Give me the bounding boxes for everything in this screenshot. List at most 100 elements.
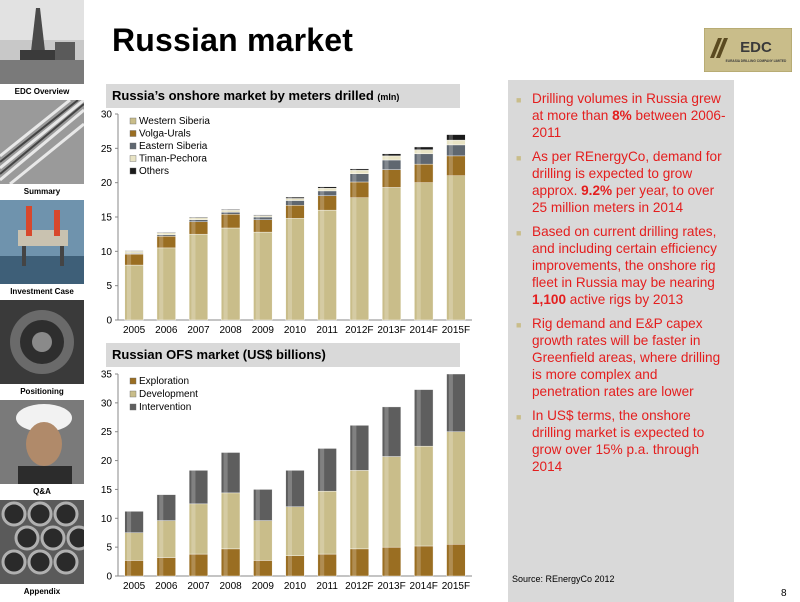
meters-drilled-chart: 0 5 10 15 20 25 30 2005 2006 2007 2008 2009 2010 2011… (101, 110, 472, 336)
bar-highlight (223, 210, 228, 213)
bar-highlight (448, 144, 453, 156)
drill-bit-photo (0, 300, 84, 384)
bar-highlight (352, 425, 357, 471)
bullet-marker-icon: ■ (516, 412, 522, 422)
legend-label: Intervention (139, 402, 191, 413)
x-tick-label: 2007 (187, 581, 210, 592)
bullet-marker-icon: ■ (516, 95, 522, 105)
x-tick-label: 2006 (155, 325, 178, 336)
bar-highlight (384, 406, 389, 457)
legend-swatch (129, 377, 137, 385)
bar-highlight (159, 494, 164, 521)
ofs-market-chart: 0 5 10 15 20 25 30 35 2005 2006 2007 2008 2009 2010 20… (101, 370, 472, 592)
legend-label: Others (139, 166, 169, 177)
bar-highlight (255, 215, 260, 217)
bar-segment (253, 489, 273, 521)
x-tick-label: 2015F (442, 581, 470, 592)
key-point-item: ■ Based on current drilling rates, and in… (516, 223, 726, 308)
legend-swatch (129, 403, 137, 411)
legend-swatch (129, 167, 137, 175)
pipe-rack-photo (0, 100, 84, 184)
bar-segment (156, 494, 176, 521)
bar-highlight (126, 532, 132, 561)
bar-highlight (320, 190, 325, 196)
bullet-marker-icon: ■ (516, 153, 522, 163)
bar-highlight (159, 557, 164, 576)
bar-highlight (287, 198, 293, 201)
bar-highlight (191, 234, 196, 320)
x-tick-label: 2008 (220, 325, 243, 336)
bar-highlight (287, 197, 293, 199)
y-tick-label: 5 (106, 543, 112, 554)
x-tick-label: 2014F (410, 581, 438, 592)
bullet-marker-icon: ■ (516, 320, 522, 330)
legend-label: Volga-Urals (139, 129, 191, 140)
x-tick-label: 2006 (155, 581, 178, 592)
x-tick-label: 2011 (316, 581, 338, 592)
bar-segment (414, 389, 434, 447)
key-point-text: active rigs by 2013 (566, 292, 684, 307)
y-tick-label: 0 (106, 316, 112, 327)
bar-highlight (223, 214, 228, 228)
bar-highlight (352, 170, 357, 174)
bar-segment (188, 470, 208, 505)
y-tick-label: 25 (101, 427, 113, 438)
bar-highlight (255, 489, 260, 521)
sidebar-item-edc-overview[interactable]: EDC Overview (0, 0, 84, 100)
bar-highlight (320, 448, 325, 492)
bar-highlight (416, 153, 421, 165)
y-tick-label: 15 (101, 213, 113, 224)
sidebar-item-summary[interactable]: Summary (0, 100, 84, 200)
bar-highlight (287, 200, 293, 206)
x-tick-label: 2007 (187, 325, 210, 336)
bar-highlight (126, 251, 132, 254)
x-tick-label: 2013F (377, 325, 405, 336)
bar-segment (253, 214, 273, 216)
legend-label: Eastern Siberia (139, 141, 208, 152)
key-point-highlight: 8% (612, 108, 632, 123)
bar-highlight (126, 250, 132, 252)
x-tick-label: 2010 (284, 325, 307, 336)
y-tick-label: 30 (101, 398, 113, 409)
y-tick-label: 25 (101, 144, 113, 155)
bar-highlight (352, 548, 357, 576)
sidebar-item-investment-case[interactable]: Investment Case (0, 200, 84, 300)
bar-highlight (320, 554, 325, 576)
bar-highlight (384, 153, 389, 156)
logo-subtitle: EURASIA DRILLING COMPANY LIMITED (726, 59, 787, 63)
legend-swatch (129, 117, 137, 125)
bar-highlight (384, 169, 389, 188)
bar-segment (285, 470, 305, 507)
y-tick-label: 20 (101, 178, 113, 189)
bar-highlight (159, 520, 164, 558)
bar-highlight (191, 470, 196, 504)
key-points-list: ■ Drilling volumes in Russia grew at more… (516, 90, 726, 475)
edc-logo: EDC EURASIA DRILLING COMPANY LIMITED (704, 28, 792, 72)
bar-segment (124, 250, 144, 252)
sidebar-item-label: Summary (0, 184, 84, 200)
bullet-marker-icon: ■ (516, 228, 522, 238)
sidebar-item-qa[interactable]: Q&A (0, 400, 84, 500)
key-point-text: per year, to over 25 million meters in 2… (532, 183, 715, 215)
key-point-highlight: 9.2% (581, 183, 613, 198)
bar-highlight (287, 218, 293, 320)
bar-highlight (191, 221, 196, 235)
key-point-text: As per REnergyCo, demand for drilling is… (532, 149, 722, 198)
bar-highlight (384, 187, 389, 320)
bar-highlight (287, 555, 293, 576)
bar-highlight (159, 236, 164, 248)
bar-highlight (126, 265, 132, 320)
legend-swatch (129, 155, 137, 162)
bar-highlight (126, 511, 132, 533)
sidebar-item-appendix[interactable]: Appendix (0, 500, 84, 600)
bar-highlight (352, 168, 357, 171)
key-point-item: ■ Rig demand and E&P capex growth rates w… (516, 315, 726, 400)
x-tick-label: 2008 (220, 581, 243, 592)
x-tick-label: 2005 (123, 581, 146, 592)
sidebar-item-positioning[interactable]: Positioning (0, 300, 84, 400)
x-tick-label: 2014F (410, 325, 438, 336)
bar-highlight (126, 560, 132, 576)
bar-highlight (448, 544, 453, 576)
bar-segment (156, 231, 176, 233)
bar-highlight (416, 545, 421, 576)
